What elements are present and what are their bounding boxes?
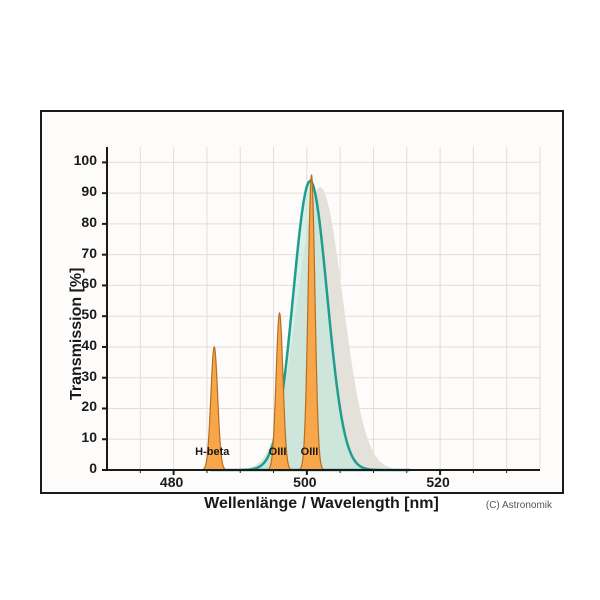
chart-svg (42, 112, 562, 492)
y-tick: 80 (67, 214, 97, 230)
y-tick: 30 (67, 368, 97, 384)
y-tick: 0 (67, 460, 97, 476)
copyright: (C) Astronomik (486, 500, 552, 511)
y-tick: 50 (67, 306, 97, 322)
x-tick: 480 (160, 474, 183, 490)
y-tick: 60 (67, 275, 97, 291)
y-tick: 70 (67, 245, 97, 261)
x-tick: 520 (426, 474, 449, 490)
peak-label: H-beta (195, 446, 229, 458)
peak-label: OIII (301, 446, 319, 458)
y-tick: 10 (67, 429, 97, 445)
y-tick: 40 (67, 337, 97, 353)
chart-frame (40, 110, 564, 494)
y-tick: 100 (67, 152, 97, 168)
peak-label: OIII (269, 446, 287, 458)
x-tick: 500 (293, 474, 316, 490)
y-tick: 90 (67, 183, 97, 199)
y-tick: 20 (67, 398, 97, 414)
x-axis-label: Wellenlänge / Wavelength [nm] (105, 495, 538, 513)
